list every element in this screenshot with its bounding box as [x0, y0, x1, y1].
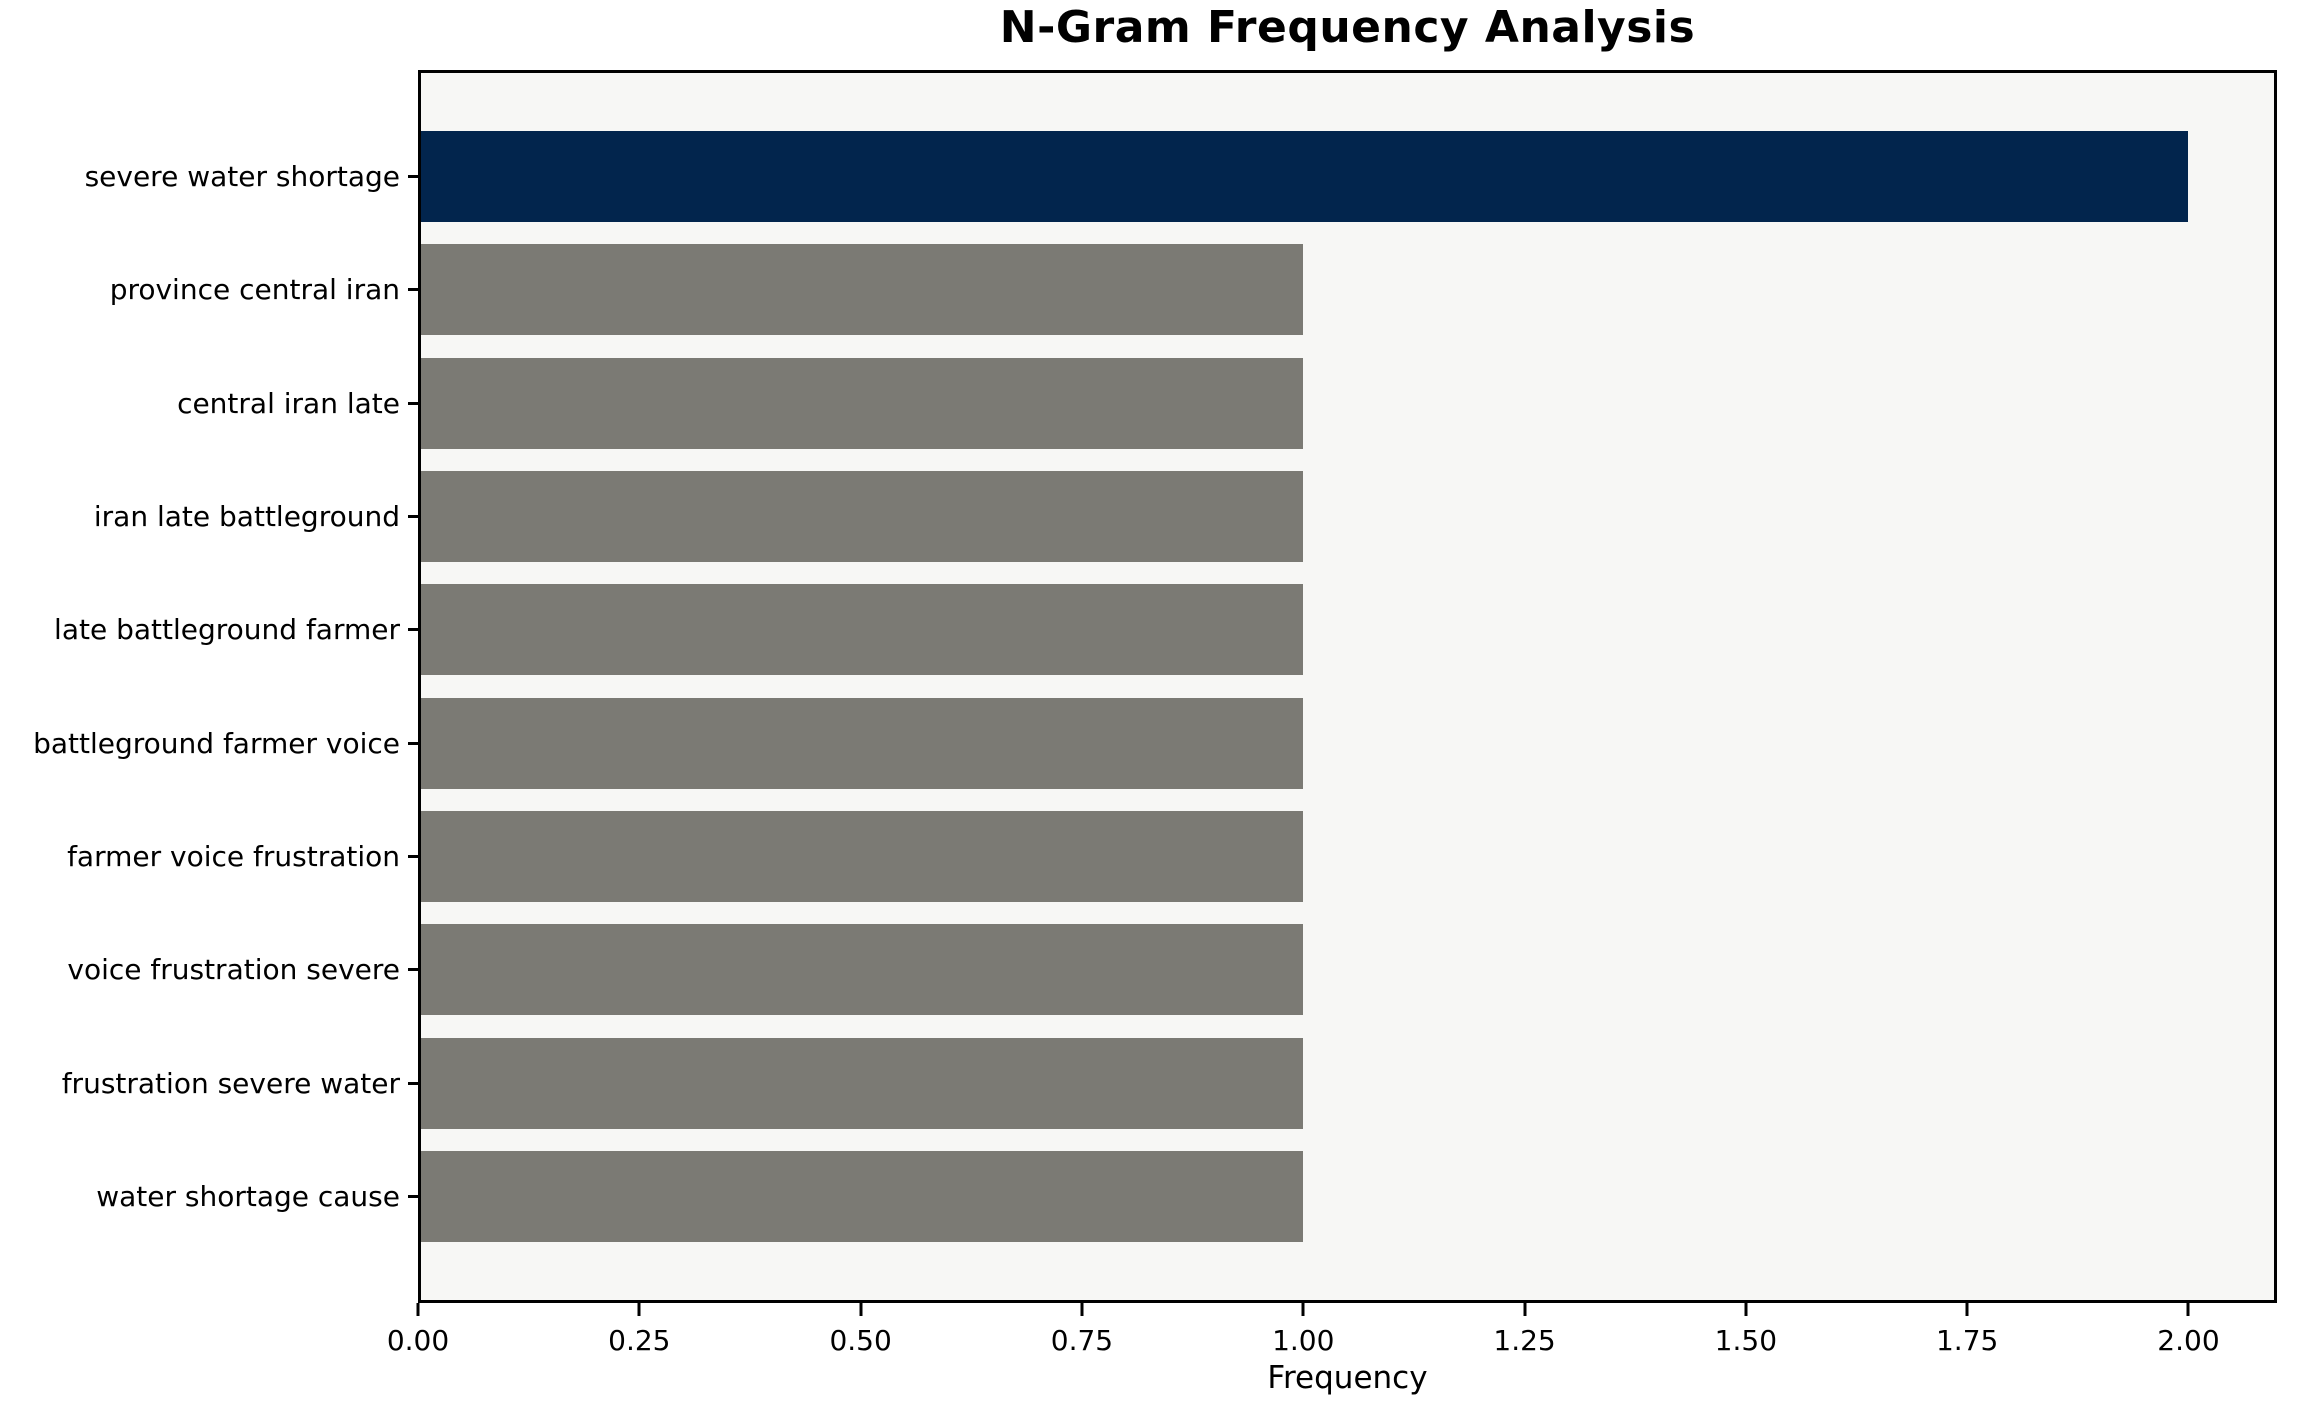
- bar-row-farmer-voice-frustration: [418, 800, 2277, 913]
- y-tick-mark: [408, 288, 418, 292]
- y-tick-mark: [408, 628, 418, 632]
- y-tick-mark: [408, 175, 418, 179]
- y-label-row-farmer-voice-frustration: farmer voice frustration: [0, 800, 418, 913]
- x-tick-mark-1.75: [1965, 1303, 1969, 1316]
- y-tick-mark: [408, 1194, 418, 1198]
- y-label-row-late-battleground-farmer: late battleground farmer: [0, 573, 418, 686]
- bars: [418, 70, 2277, 1303]
- y-tick-mark: [408, 401, 418, 405]
- bar-row-iran-late-battleground: [418, 460, 2277, 573]
- bar-iran-late-battleground: [418, 471, 1304, 563]
- y-label-battleground-farmer-voice: battleground farmer voice: [33, 726, 400, 760]
- bar-battleground-farmer-voice: [418, 697, 1304, 789]
- y-tick-mark: [408, 968, 418, 972]
- x-tick-label-1.00: 1.00: [1272, 1324, 1335, 1357]
- bar-central-iran-late: [418, 357, 1304, 449]
- bar-row-frustration-severe-water: [418, 1026, 2277, 1139]
- bar-row-late-battleground-farmer: [418, 573, 2277, 686]
- bar-row-severe-water-shortage: [418, 120, 2277, 233]
- y-label-row-central-iran-late: central iran late: [0, 347, 418, 460]
- y-label-row-frustration-severe-water: frustration severe water: [0, 1026, 418, 1139]
- x-tick-label-2.00: 2.00: [2157, 1324, 2220, 1357]
- bar-row-province-central-iran: [418, 233, 2277, 346]
- y-label-province-central-iran: province central iran: [109, 273, 400, 307]
- y-label-central-iran-late: central iran late: [177, 386, 400, 420]
- bar-row-voice-frustration-severe: [418, 913, 2277, 1026]
- y-tick-mark: [408, 1081, 418, 1085]
- x-tick-mark-1.50: [1744, 1303, 1748, 1316]
- bar-row-water-shortage-cause: [418, 1140, 2277, 1253]
- bar-water-shortage-cause: [418, 1150, 1304, 1242]
- y-tick-mark: [408, 854, 418, 858]
- x-tick-mark-0.25: [637, 1303, 641, 1316]
- x-tick-label-1.25: 1.25: [1493, 1324, 1556, 1357]
- bar-late-battleground-farmer: [418, 584, 1304, 676]
- x-tick-mark-0.50: [859, 1303, 863, 1316]
- y-label-water-shortage-cause: water shortage cause: [96, 1179, 400, 1213]
- bar-farmer-voice-frustration: [418, 810, 1304, 902]
- bar-severe-water-shortage: [418, 131, 2189, 223]
- y-label-row-province-central-iran: province central iran: [0, 233, 418, 346]
- x-tick-label-0.25: 0.25: [608, 1324, 671, 1357]
- x-axis-title: Frequency: [1267, 1360, 1428, 1396]
- x-tick-label-0.50: 0.50: [829, 1324, 892, 1357]
- y-label-row-severe-water-shortage: severe water shortage: [0, 120, 418, 233]
- bar-voice-frustration-severe: [418, 924, 1304, 1016]
- x-tick-mark-0.00: [416, 1303, 420, 1316]
- x-tick-mark-2.00: [2186, 1303, 2190, 1316]
- y-tick-mark: [408, 741, 418, 745]
- y-label-voice-frustration-severe: voice frustration severe: [67, 953, 400, 987]
- x-tick-mark-1.00: [1301, 1303, 1305, 1316]
- x-tick-mark-0.75: [1080, 1303, 1084, 1316]
- y-label-late-battleground-farmer: late battleground farmer: [54, 613, 400, 647]
- y-label-frustration-severe-water: frustration severe water: [61, 1066, 400, 1100]
- y-axis-labels: severe water shortage province central ir…: [0, 70, 418, 1303]
- x-axis: 0.00 0.25 0.50 0.75 1.00 1.25 1.50 1.75 2.00: [387, 1303, 2277, 1414]
- bar-frustration-severe-water: [418, 1037, 1304, 1129]
- y-label-severe-water-shortage: severe water shortage: [84, 160, 400, 194]
- y-label-row-iran-late-battleground: iran late battleground: [0, 460, 418, 573]
- y-label-farmer-voice-frustration: farmer voice frustration: [67, 839, 400, 873]
- y-label-row-water-shortage-cause: water shortage cause: [0, 1140, 418, 1253]
- y-label-row-battleground-farmer-voice: battleground farmer voice: [0, 686, 418, 799]
- chart-title: N-Gram Frequency Analysis: [999, 2, 1696, 53]
- x-tick-label-0.00: 0.00: [386, 1324, 450, 1357]
- bar-row-battleground-farmer-voice: [418, 686, 2277, 799]
- y-label-iran-late-battleground: iran late battleground: [93, 500, 400, 534]
- x-tick-label-1.75: 1.75: [1935, 1324, 1999, 1357]
- y-label-row-voice-frustration-severe: voice frustration severe: [0, 913, 418, 1026]
- x-tick-label-0.75: 0.75: [1050, 1324, 1114, 1357]
- bar-province-central-iran: [418, 244, 1304, 336]
- plot-area: [418, 70, 2277, 1303]
- x-tick-label-1.50: 1.50: [1714, 1324, 1778, 1357]
- bar-row-central-iran-late: [418, 347, 2277, 460]
- y-tick-mark: [408, 515, 418, 519]
- x-tick-mark-1.25: [1523, 1303, 1527, 1316]
